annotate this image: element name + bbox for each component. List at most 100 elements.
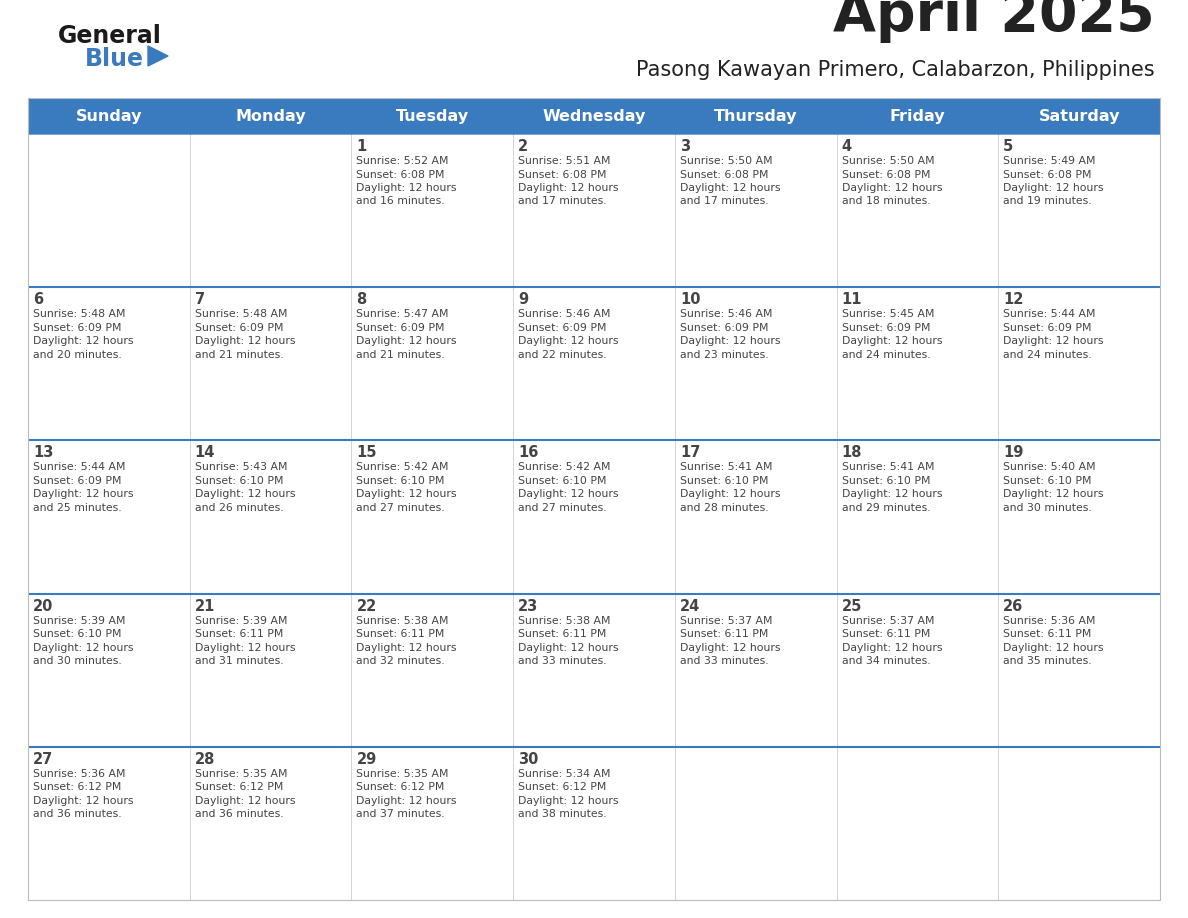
Text: 10: 10	[680, 292, 701, 308]
Text: Daylight: 12 hours: Daylight: 12 hours	[33, 489, 133, 499]
Text: Friday: Friday	[890, 108, 946, 124]
Text: Sunrise: 5:46 AM: Sunrise: 5:46 AM	[680, 309, 772, 319]
Text: Daylight: 12 hours: Daylight: 12 hours	[356, 489, 457, 499]
Text: Daylight: 12 hours: Daylight: 12 hours	[33, 643, 133, 653]
Text: and 27 minutes.: and 27 minutes.	[518, 503, 607, 513]
Text: and 28 minutes.: and 28 minutes.	[680, 503, 769, 513]
Text: Sunset: 6:10 PM: Sunset: 6:10 PM	[33, 629, 121, 639]
Text: 30: 30	[518, 752, 538, 767]
Text: Daylight: 12 hours: Daylight: 12 hours	[195, 796, 295, 806]
Text: 29: 29	[356, 752, 377, 767]
Text: Sunset: 6:09 PM: Sunset: 6:09 PM	[33, 476, 121, 486]
Text: Daylight: 12 hours: Daylight: 12 hours	[680, 336, 781, 346]
Text: Sunrise: 5:36 AM: Sunrise: 5:36 AM	[33, 768, 126, 778]
Text: and 18 minutes.: and 18 minutes.	[841, 196, 930, 207]
Text: Sunrise: 5:50 AM: Sunrise: 5:50 AM	[680, 156, 772, 166]
Text: April 2025: April 2025	[833, 0, 1155, 43]
Text: Daylight: 12 hours: Daylight: 12 hours	[680, 489, 781, 499]
Text: Sunrise: 5:37 AM: Sunrise: 5:37 AM	[680, 616, 772, 625]
Bar	[29, 747, 1159, 900]
Text: Sunrise: 5:38 AM: Sunrise: 5:38 AM	[518, 616, 611, 625]
Text: Sunset: 6:11 PM: Sunset: 6:11 PM	[356, 629, 444, 639]
Text: 20: 20	[33, 599, 53, 613]
Text: 12: 12	[1004, 292, 1024, 308]
Text: and 29 minutes.: and 29 minutes.	[841, 503, 930, 513]
Text: and 32 minutes.: and 32 minutes.	[356, 656, 446, 666]
Text: 28: 28	[195, 752, 215, 767]
Text: Sunrise: 5:40 AM: Sunrise: 5:40 AM	[1004, 463, 1095, 473]
Text: Sunset: 6:11 PM: Sunset: 6:11 PM	[680, 629, 769, 639]
Text: Sunset: 6:12 PM: Sunset: 6:12 PM	[195, 782, 283, 792]
Text: Sunrise: 5:44 AM: Sunrise: 5:44 AM	[1004, 309, 1095, 319]
Text: Sunset: 6:12 PM: Sunset: 6:12 PM	[518, 782, 607, 792]
Text: 19: 19	[1004, 445, 1024, 461]
Text: and 27 minutes.: and 27 minutes.	[356, 503, 446, 513]
Text: Sunrise: 5:38 AM: Sunrise: 5:38 AM	[356, 616, 449, 625]
Text: Sunrise: 5:52 AM: Sunrise: 5:52 AM	[356, 156, 449, 166]
Text: Sunrise: 5:51 AM: Sunrise: 5:51 AM	[518, 156, 611, 166]
Text: and 34 minutes.: and 34 minutes.	[841, 656, 930, 666]
Text: Daylight: 12 hours: Daylight: 12 hours	[195, 643, 295, 653]
Text: Sunrise: 5:43 AM: Sunrise: 5:43 AM	[195, 463, 287, 473]
Text: 8: 8	[356, 292, 367, 308]
Text: Sunset: 6:09 PM: Sunset: 6:09 PM	[680, 323, 769, 332]
Text: 24: 24	[680, 599, 700, 613]
Text: Sunset: 6:08 PM: Sunset: 6:08 PM	[1004, 170, 1092, 180]
Text: Saturday: Saturday	[1038, 108, 1120, 124]
Bar	[29, 98, 1159, 134]
Text: and 26 minutes.: and 26 minutes.	[195, 503, 284, 513]
Text: Sunrise: 5:39 AM: Sunrise: 5:39 AM	[33, 616, 126, 625]
Text: and 17 minutes.: and 17 minutes.	[518, 196, 607, 207]
Text: 2: 2	[518, 139, 529, 154]
Text: 6: 6	[33, 292, 43, 308]
Text: 26: 26	[1004, 599, 1024, 613]
Text: Daylight: 12 hours: Daylight: 12 hours	[1004, 489, 1104, 499]
Text: Daylight: 12 hours: Daylight: 12 hours	[33, 336, 133, 346]
Text: 16: 16	[518, 445, 538, 461]
Text: Sunrise: 5:42 AM: Sunrise: 5:42 AM	[518, 463, 611, 473]
Text: Daylight: 12 hours: Daylight: 12 hours	[841, 336, 942, 346]
Bar	[29, 594, 1159, 747]
Text: Sunset: 6:09 PM: Sunset: 6:09 PM	[195, 323, 283, 332]
Text: Daylight: 12 hours: Daylight: 12 hours	[356, 643, 457, 653]
Text: Daylight: 12 hours: Daylight: 12 hours	[356, 336, 457, 346]
Text: and 21 minutes.: and 21 minutes.	[356, 350, 446, 360]
Text: and 17 minutes.: and 17 minutes.	[680, 196, 769, 207]
Text: Sunset: 6:08 PM: Sunset: 6:08 PM	[680, 170, 769, 180]
Text: 4: 4	[841, 139, 852, 154]
Text: Sunset: 6:10 PM: Sunset: 6:10 PM	[841, 476, 930, 486]
Text: 7: 7	[195, 292, 204, 308]
Text: Daylight: 12 hours: Daylight: 12 hours	[195, 336, 295, 346]
Text: 9: 9	[518, 292, 529, 308]
Text: Sunset: 6:09 PM: Sunset: 6:09 PM	[518, 323, 607, 332]
Text: Daylight: 12 hours: Daylight: 12 hours	[518, 183, 619, 193]
Text: Sunset: 6:09 PM: Sunset: 6:09 PM	[356, 323, 446, 332]
Text: and 20 minutes.: and 20 minutes.	[33, 350, 121, 360]
Text: Sunrise: 5:41 AM: Sunrise: 5:41 AM	[680, 463, 772, 473]
Text: Daylight: 12 hours: Daylight: 12 hours	[518, 489, 619, 499]
Text: and 23 minutes.: and 23 minutes.	[680, 350, 769, 360]
Text: 14: 14	[195, 445, 215, 461]
Text: 15: 15	[356, 445, 377, 461]
Text: Daylight: 12 hours: Daylight: 12 hours	[841, 643, 942, 653]
Bar	[29, 134, 1159, 287]
Text: Sunrise: 5:35 AM: Sunrise: 5:35 AM	[356, 768, 449, 778]
Text: Sunrise: 5:36 AM: Sunrise: 5:36 AM	[1004, 616, 1095, 625]
Text: Daylight: 12 hours: Daylight: 12 hours	[1004, 643, 1104, 653]
Text: Sunset: 6:09 PM: Sunset: 6:09 PM	[33, 323, 121, 332]
Text: Daylight: 12 hours: Daylight: 12 hours	[518, 796, 619, 806]
Text: and 25 minutes.: and 25 minutes.	[33, 503, 121, 513]
Text: 25: 25	[841, 599, 862, 613]
Text: Sunset: 6:10 PM: Sunset: 6:10 PM	[518, 476, 607, 486]
Text: Sunset: 6:11 PM: Sunset: 6:11 PM	[195, 629, 283, 639]
Text: 17: 17	[680, 445, 700, 461]
Text: 23: 23	[518, 599, 538, 613]
Text: 18: 18	[841, 445, 862, 461]
Text: and 33 minutes.: and 33 minutes.	[680, 656, 769, 666]
Text: and 36 minutes.: and 36 minutes.	[33, 810, 121, 819]
Text: Daylight: 12 hours: Daylight: 12 hours	[33, 796, 133, 806]
Text: 13: 13	[33, 445, 53, 461]
Text: Thursday: Thursday	[714, 108, 797, 124]
Text: and 33 minutes.: and 33 minutes.	[518, 656, 607, 666]
Text: and 37 minutes.: and 37 minutes.	[356, 810, 446, 819]
